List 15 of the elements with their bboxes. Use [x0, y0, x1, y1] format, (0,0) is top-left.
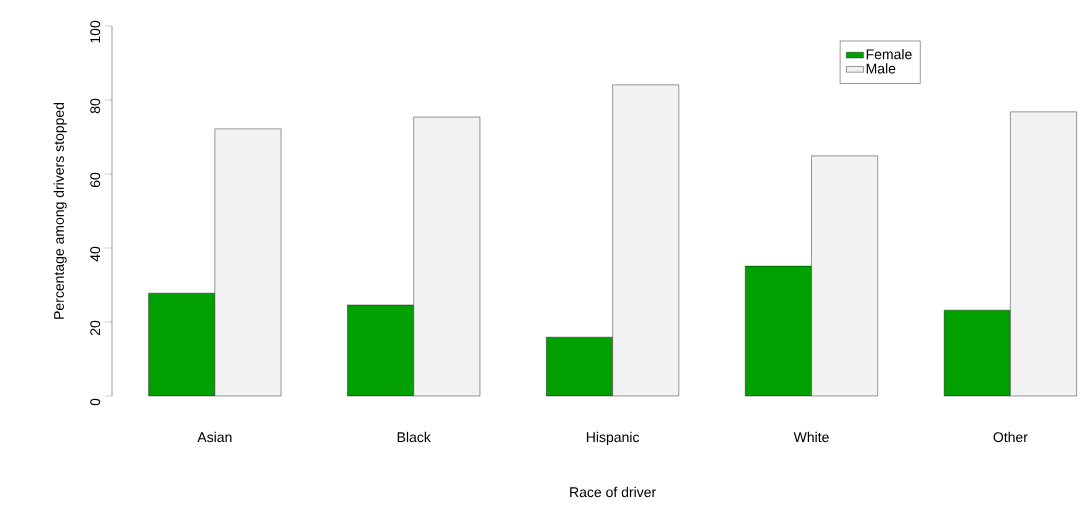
x-tick-label: Other	[993, 431, 1028, 443]
y-tick-label: 60	[90, 172, 101, 188]
y-tick-label: 40	[90, 246, 101, 262]
y-tick-label: 80	[90, 98, 101, 114]
x-axis-title: Race of driver	[570, 486, 656, 498]
y-tick-label: 100	[90, 20, 101, 43]
y-tick-label: 0	[90, 398, 101, 406]
y-tick-label: 20	[90, 320, 101, 336]
legend-label: Male	[866, 63, 896, 74]
legend-label: Female	[866, 48, 912, 60]
x-tick-label: Black	[397, 431, 431, 443]
x-tick-label: Asian	[197, 431, 232, 443]
x-tick-label: Hispanic	[586, 431, 640, 445]
x-tick-label: White	[793, 431, 829, 443]
y-axis-title: Percentage among drivers stopped	[53, 102, 67, 319]
